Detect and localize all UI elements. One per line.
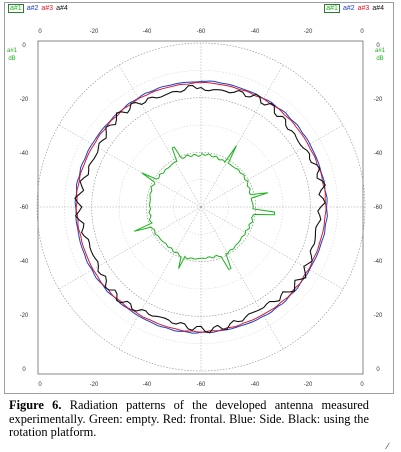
left-tick-label: 0	[22, 43, 26, 49]
bottom-tick-label: -40	[143, 382, 152, 388]
caption-text: Radiation patterns of the developed ante…	[9, 398, 369, 439]
plot-area-border	[37, 40, 364, 375]
legend-left-item-4: a#4	[56, 5, 68, 12]
top-tick-label: -40	[143, 29, 152, 35]
bottom-tick-label: 0	[360, 382, 364, 388]
legend-right-item-1: a#1	[324, 4, 340, 13]
corner-mark: ∕	[387, 441, 389, 451]
legend-right: a#1 a#2 a#3 a#4	[324, 4, 387, 13]
legend-left-item-2: a#2	[26, 5, 39, 12]
legend-left-item-3: a#3	[41, 5, 54, 12]
grid-radial-120	[200, 206, 344, 290]
trace-a1	[133, 145, 276, 271]
top-tick-label: -20	[304, 29, 313, 35]
right-tick-label: -40	[374, 151, 383, 157]
bottom-tick-label: -60	[197, 382, 206, 388]
left-tick-label: -40	[20, 151, 29, 157]
axis-title-unit-1: dB	[8, 56, 15, 62]
top-tick-label: -20	[90, 29, 99, 35]
left-tick-label: -60	[20, 205, 29, 211]
bottom-tick-label: 0	[38, 382, 42, 388]
right-tick-label: -20	[374, 313, 383, 319]
grid-radial-210	[118, 206, 202, 350]
legend-left-item-1: a#1	[8, 4, 24, 13]
grid-radial-30	[200, 64, 284, 208]
bottom-tick-label: -40	[251, 382, 260, 388]
left-tick-label: -20	[20, 313, 29, 319]
trace-a4	[74, 84, 326, 334]
right-tick-label: 0	[376, 43, 380, 49]
right-tick-label: 0	[376, 367, 380, 373]
figure-frame	[4, 2, 394, 394]
right-tick-label: -40	[374, 259, 383, 265]
right-tick-label: -60	[374, 205, 383, 211]
grid-ring-minor-3	[64, 70, 338, 344]
polar-chart: 0 -20 -40 -60 -40 -20 0 0 -20 -40 -60 -40 -20 0 0 0 -20 -…	[7, 29, 386, 388]
bottom-tick-label: -20	[304, 382, 313, 388]
grid-ring-4	[36, 42, 366, 372]
trace-a3	[75, 81, 327, 333]
grid-radial-330	[118, 64, 202, 208]
legend-right-item-2: a#2	[342, 5, 355, 12]
figure-caption: Figure 6. Radiation patterns of the deve…	[9, 398, 369, 440]
top-tick-label: 0	[360, 29, 364, 35]
right-tick-label: -20	[374, 97, 383, 103]
grid-radial-60	[200, 124, 344, 208]
legend-left: a#1 a#2 a#3 a#4	[8, 4, 71, 13]
top-tick-label: 0	[38, 29, 42, 35]
top-tick-label: -40	[251, 29, 260, 35]
legend-right-item-4: a#4	[372, 5, 384, 12]
caption-label: Figure 6.	[9, 398, 62, 412]
axis-title-series-2: a#1	[375, 48, 386, 54]
legend-right-item-3: a#3	[357, 5, 370, 12]
top-tick-label: -60	[197, 29, 206, 35]
grid-radial-240	[58, 206, 202, 290]
bottom-tick-label: -20	[90, 382, 99, 388]
grid-radial-300	[58, 124, 202, 208]
left-tick-label: -20	[20, 97, 29, 103]
axis-title-series-1: a#1	[7, 48, 18, 54]
axis-title-unit-2: dB	[376, 56, 383, 62]
grid-radial-150	[200, 206, 284, 350]
left-tick-label: -40	[20, 259, 29, 265]
left-tick-label: 0	[22, 367, 26, 373]
